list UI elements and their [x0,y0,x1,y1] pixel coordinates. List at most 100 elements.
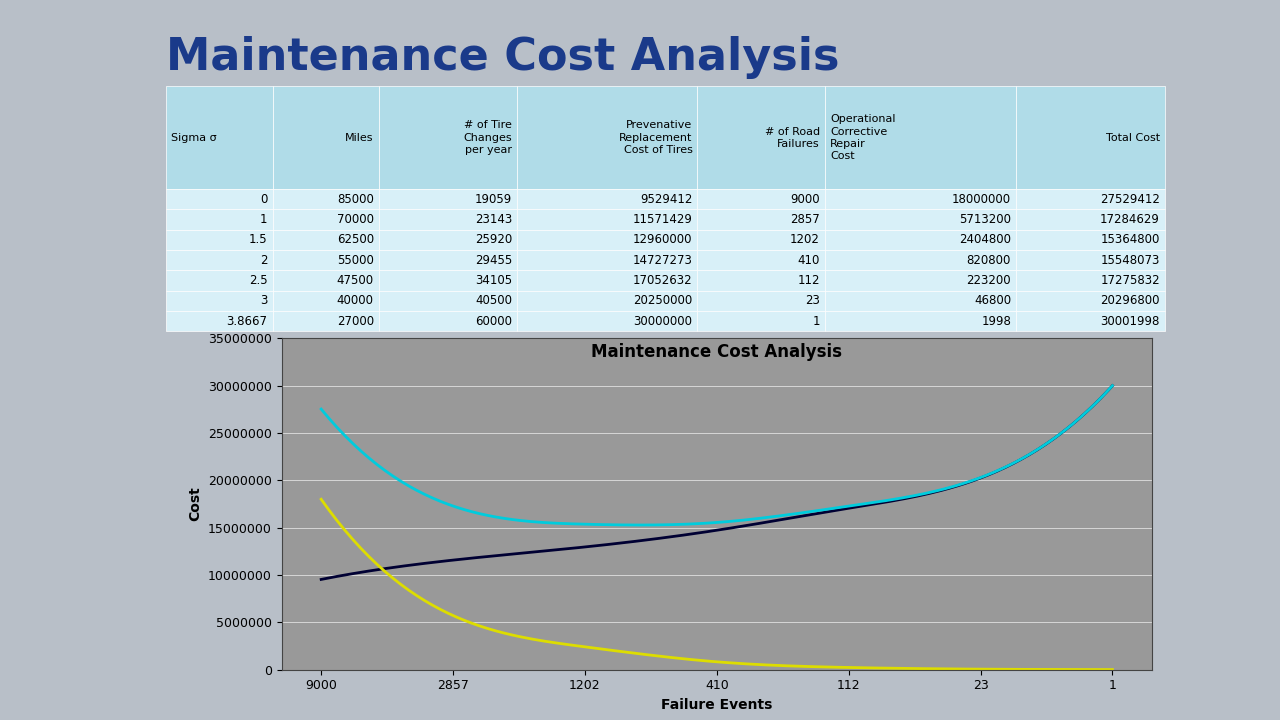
Text: 0: 0 [260,193,268,206]
Cost of Tires [1105,382,1120,390]
Bar [517,250,698,270]
Bar [517,291,698,311]
Total Cost [361,454,376,462]
Text: Operational
Corrective
Repair
Cost: Operational Corrective Repair Cost [829,114,896,161]
Text: 27529412: 27529412 [1100,193,1160,206]
Bar [273,189,379,210]
Bar [698,210,824,230]
Bar [824,86,1016,189]
Cost of Tires [361,567,376,575]
Total Cost [525,517,540,526]
Repair Cost [1037,665,1052,674]
Text: 60000: 60000 [475,315,512,328]
Total Cost [461,506,476,515]
Bar [273,210,379,230]
Text: Sigma σ: Sigma σ [172,132,218,143]
Bar [824,189,1016,210]
Bar [166,250,273,270]
Text: # of Road
Failures: # of Road Failures [765,127,820,149]
Repair Cost [461,618,476,626]
Repair Cost [361,552,376,561]
Text: 410: 410 [797,253,820,266]
Text: 1: 1 [813,315,820,328]
Bar [379,210,517,230]
Bar [166,311,273,331]
Text: 15364800: 15364800 [1101,233,1160,246]
Text: 34105: 34105 [475,274,512,287]
Text: Maintenance Cost Analysis: Maintenance Cost Analysis [166,36,840,79]
Bar [698,291,824,311]
Bar [166,210,273,230]
Text: Miles: Miles [346,132,374,143]
Text: 2: 2 [260,253,268,266]
Bar [517,189,698,210]
Bar [1016,250,1165,270]
Text: 1: 1 [260,213,268,226]
Text: 27000: 27000 [337,315,374,328]
Bar [1016,230,1165,250]
Bar [166,230,273,250]
Bar [1016,311,1165,331]
Bar [824,210,1016,230]
Text: 62500: 62500 [337,233,374,246]
Bar [166,291,273,311]
Line: Total Cost: Total Cost [321,386,1112,525]
Text: 70000: 70000 [337,213,374,226]
Text: 15548073: 15548073 [1101,253,1160,266]
Y-axis label: Cost: Cost [188,487,202,521]
Bar [379,230,517,250]
Text: 23143: 23143 [475,213,512,226]
Text: 9529412: 9529412 [640,193,692,206]
Text: 1202: 1202 [790,233,820,246]
Text: 1.5: 1.5 [250,233,268,246]
Bar [273,311,379,331]
Bar [1016,270,1165,291]
Text: 5713200: 5713200 [959,213,1011,226]
Text: 23: 23 [805,294,820,307]
Text: 17275832: 17275832 [1101,274,1160,287]
Text: 29455: 29455 [475,253,512,266]
Text: 25920: 25920 [475,233,512,246]
Repair Cost [314,495,329,503]
Text: 19059: 19059 [475,193,512,206]
Text: 40000: 40000 [337,294,374,307]
Bar [273,230,379,250]
Text: 40500: 40500 [475,294,512,307]
Total Cost [1069,416,1084,425]
Text: 17284629: 17284629 [1100,213,1160,226]
Repair Cost [1105,665,1120,674]
Bar [379,270,517,291]
Text: 46800: 46800 [974,294,1011,307]
Text: 820800: 820800 [966,253,1011,266]
Repair Cost [346,536,361,544]
Cost of Tires [1037,441,1052,449]
Text: 85000: 85000 [337,193,374,206]
Text: 1998: 1998 [982,315,1011,328]
Text: 30001998: 30001998 [1101,315,1160,328]
Bar [1016,210,1165,230]
Repair Cost [525,635,540,644]
Bar [698,230,824,250]
Text: 3.8667: 3.8667 [227,315,268,328]
Text: 17052632: 17052632 [632,274,692,287]
Bar [379,250,517,270]
Bar [698,250,824,270]
Cost of Tires [314,575,329,584]
Text: 2857: 2857 [790,213,820,226]
Bar [379,311,517,331]
Bar [166,270,273,291]
Bar [1016,189,1165,210]
Cost of Tires [525,548,540,557]
Line: Repair Cost: Repair Cost [321,499,1112,670]
Bar [824,311,1016,331]
Bar [517,230,698,250]
Cost of Tires [461,554,476,563]
Bar [166,189,273,210]
Bar [698,311,824,331]
Text: 2404800: 2404800 [959,233,1011,246]
Bar [824,270,1016,291]
Bar [273,86,379,189]
Text: 18000000: 18000000 [952,193,1011,206]
Text: 3: 3 [260,294,268,307]
Text: 9000: 9000 [790,193,820,206]
